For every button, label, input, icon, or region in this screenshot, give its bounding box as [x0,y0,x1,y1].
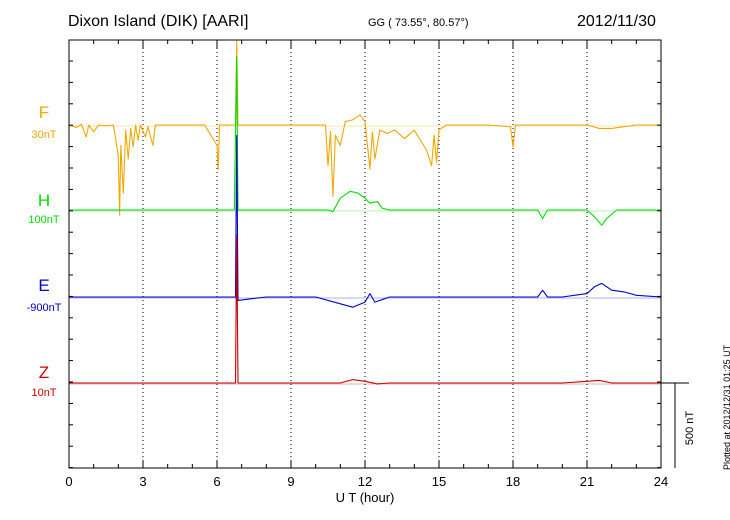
series-group [68,39,662,385]
series-line-E [69,134,662,308]
scale-bar-label: 500 nT [684,411,696,446]
plot-date: 2012/11/30 [577,13,656,30]
grid-lines [142,40,588,468]
x-tick-label: 18 [506,474,520,489]
series-offset-Z: 10nT [31,387,56,399]
series-offset-F: 30nT [31,129,56,141]
x-axis: 0 3 6 9 12 15 18 21 24 [65,40,668,489]
plotted-timestamp: Plotted at 2012/12/31 01:25 UT [722,344,730,470]
series-line-H [69,56,661,226]
x-tick-label: 21 [580,474,594,489]
x-tick-label: 15 [432,474,446,489]
series-labels: F 30nT H 100nT E -900nT Z 10nT [27,103,62,399]
series-name-H: H [38,191,50,210]
x-tick-label: 3 [139,474,146,489]
series-line-F [68,39,661,216]
series-offset-E: -900nT [27,302,62,314]
series-name-E: E [38,276,49,295]
station-title: Dixon Island (DIK) [AARI] [68,13,249,30]
series-offset-H: 100nT [28,214,59,226]
x-tick-label: 12 [358,474,372,489]
x-tick-label: 24 [654,474,668,489]
series-line-Z [69,234,661,385]
x-tick-label: 6 [213,474,220,489]
x-axis-label: U T (hour) [336,490,395,505]
geographic-coords: GG ( 73.55°, 80.57°) [368,17,469,29]
scale-bar: 500 nT [661,382,696,468]
x-tick-label: 9 [287,474,294,489]
series-name-F: F [39,103,49,122]
x-tick-label: 0 [65,474,72,489]
series-name-Z: Z [39,363,49,382]
